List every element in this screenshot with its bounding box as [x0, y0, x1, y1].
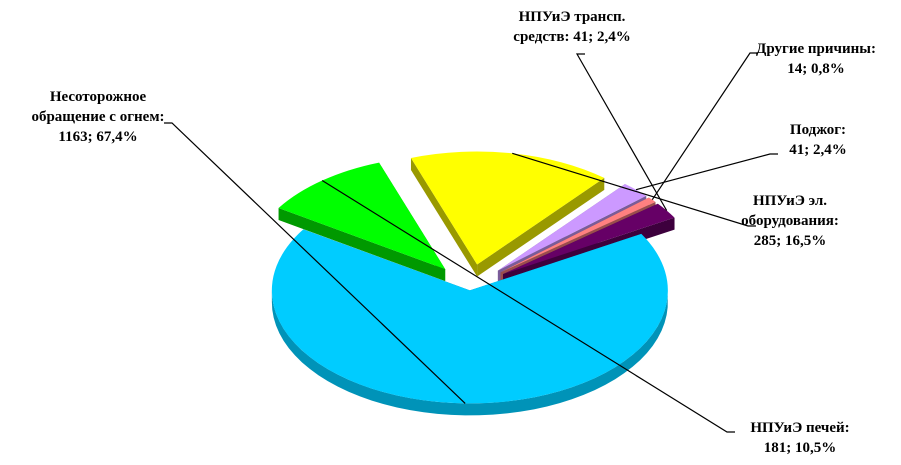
slice-tops — [271, 151, 675, 404]
slice-label-line: 14; 0,8% — [787, 61, 845, 77]
slice-label: Несоторожное обращение с огнем: 1163; 67,4… — [31, 89, 164, 145]
leader-line — [575, 53, 668, 211]
leader-line — [512, 152, 756, 227]
slice-label-line: Несоторожное — [50, 89, 147, 105]
slice-label-line: НПУиЭ трансп. — [519, 9, 626, 25]
slice-label-line: оборудования: — [741, 213, 839, 229]
slice-cut-1-0 — [278, 208, 446, 282]
slice-label-line: 1163; 67,4% — [58, 129, 137, 145]
slice-label-line: средств: 41; 2,4% — [513, 29, 630, 45]
slice-label: НПУиЭ печей: 181; 10,5% — [750, 420, 849, 456]
leader-line — [164, 122, 466, 404]
leader-line — [651, 52, 758, 200]
slice-label: НПУиЭ эл. оборудования: 285; 16,5% — [741, 193, 839, 249]
slice-label: Другие причины: 14; 0,8% — [756, 41, 876, 77]
pie-slice — [410, 151, 605, 265]
pie-slice — [500, 197, 656, 273]
slice-label-line: НПУиЭ печей: — [750, 420, 849, 436]
leader-line — [321, 180, 735, 433]
slice-label: НПУиЭ трансп. средств: 41; 2,4% — [513, 9, 630, 45]
pie-slice — [503, 203, 675, 275]
slice-label: Поджог: 41; 2,4% — [789, 122, 847, 158]
data-labels: Несоторожное обращение с огнем: 1163; 67,4… — [31, 9, 876, 456]
slice-label-line: Другие причины: — [756, 41, 876, 57]
slice-label-line: 181; 10,5% — [764, 440, 837, 456]
slice-label-line: 285; 16,5% — [754, 233, 827, 249]
pie-slice — [497, 184, 647, 271]
leader-lines — [164, 52, 778, 433]
pie-slice — [271, 229, 668, 404]
pie-slice — [278, 162, 446, 270]
slice-label-line: 41; 2,4% — [789, 142, 847, 158]
slice-label-line: обращение с огнем: — [31, 109, 164, 125]
slice-label-line: НПУиЭ эл. — [753, 193, 827, 209]
leader-line — [635, 153, 778, 191]
slice-cut-2-1 — [477, 177, 605, 277]
slice-cut-2-0 — [410, 158, 478, 277]
slice-label-line: Поджог: — [790, 122, 846, 138]
